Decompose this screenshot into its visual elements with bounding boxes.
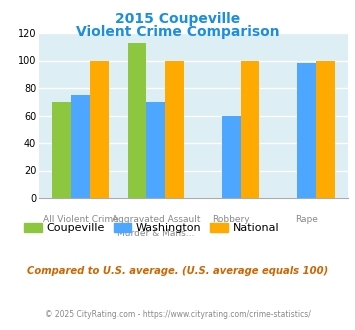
Bar (222, 115, 241, 198)
Text: Murder & Mans...: Murder & Mans... (117, 229, 195, 238)
Bar (241, 60, 260, 198)
Text: Aggravated Assault: Aggravated Assault (111, 214, 200, 223)
Text: Robbery: Robbery (212, 214, 250, 223)
Text: Violent Crime Comparison: Violent Crime Comparison (76, 25, 279, 39)
Bar (146, 102, 165, 198)
Bar (90, 60, 109, 198)
Bar (297, 63, 316, 198)
Text: Compared to U.S. average. (U.S. average equals 100): Compared to U.S. average. (U.S. average … (27, 266, 328, 276)
Text: All Violent Crime: All Violent Crime (43, 214, 118, 223)
Text: 2015 Coupeville: 2015 Coupeville (115, 12, 240, 25)
Text: © 2025 CityRating.com - https://www.cityrating.com/crime-statistics/: © 2025 CityRating.com - https://www.city… (45, 310, 310, 319)
Legend: Coupeville, Washington, National: Coupeville, Washington, National (20, 218, 284, 238)
Bar (316, 60, 335, 198)
Text: Rape: Rape (295, 214, 318, 223)
Bar (165, 60, 184, 198)
Bar (71, 95, 90, 198)
Bar (127, 43, 146, 198)
Bar (52, 102, 71, 198)
